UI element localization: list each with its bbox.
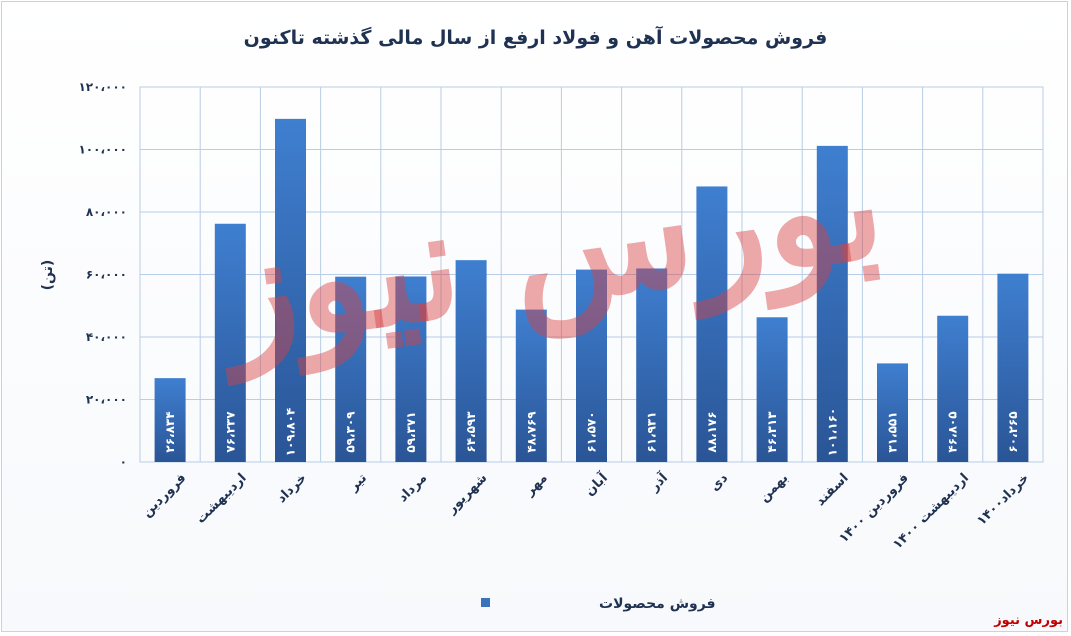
bar — [275, 118, 306, 463]
background-watermark-text: بورس نیوز — [203, 115, 894, 386]
source-watermark: بورس نیوز — [994, 613, 1063, 628]
data-label: ۴۸،۷۶۹ — [524, 411, 538, 453]
y-tick-label: ۸۰،۰۰۰ — [86, 205, 127, 219]
x-tick-label: تیر — [346, 471, 370, 495]
x-tick-label: دی — [707, 470, 731, 494]
bar — [214, 223, 246, 462]
y-axis-label: (تن) — [40, 260, 56, 291]
data-label: ۴۶،۳۱۳ — [765, 411, 779, 453]
x-axis-ticks: فروردین اردیبهشت خرداد تیر مرداد شهریور مهر آبا… — [140, 469, 1033, 553]
data-label: ۲۶،۸۳۴ — [163, 411, 177, 452]
data-label: ۸۸،۱۷۶ — [705, 411, 719, 452]
y-axis-ticks: ۰ ۲۰،۰۰۰ ۴۰،۰۰۰ ۶۰،۰۰۰ ۸۰،۰۰۰ ۱۰۰،۰۰۰ ۱۲۰،۰۰۰ — [78, 80, 127, 469]
bars — [154, 118, 1029, 463]
bar — [696, 186, 728, 462]
bar — [154, 378, 186, 462]
x-tick-label: آذر — [645, 469, 671, 495]
x-tick-label: اردیبهشت — [193, 471, 249, 527]
data-label: ۵۹،۳۷۱ — [404, 411, 418, 452]
data-label: ۱۰۱،۱۶۰ — [825, 408, 839, 457]
y-tick-label: ۴۰،۰۰۰ — [86, 330, 127, 344]
bar — [937, 315, 969, 462]
data-label: ۷۶،۲۳۷ — [223, 411, 237, 453]
bar — [455, 260, 487, 462]
y-axis-label-group: (تن) — [40, 260, 56, 291]
data-label: ۵۹،۳۰۹ — [344, 411, 358, 453]
x-tick-label: اسفند — [813, 471, 851, 509]
bar — [877, 363, 908, 462]
x-tick-label: خرداد — [274, 471, 310, 507]
data-labels: ۲۶،۸۳۴ ۷۶،۲۳۷ ۱۰۹،۸۰۴ ۵۹،۳۰۹ ۵۹،۳۷۱ ۶۴،۵۹۳ ۴۸،… — [163, 408, 1020, 457]
bar — [395, 276, 427, 462]
bar — [576, 269, 607, 462]
bar — [636, 268, 668, 462]
data-label: ۶۰،۲۶۵ — [1006, 411, 1020, 452]
x-tick-label: خرداد۱۴۰۰ — [974, 471, 1032, 529]
bar — [997, 273, 1029, 462]
y-tick-label: ۶۰،۰۰۰ — [86, 268, 127, 282]
background-watermark: بورس نیوز — [203, 115, 894, 386]
bar — [335, 276, 367, 462]
data-label: ۱۰۹،۸۰۴ — [284, 408, 298, 457]
x-tick-label: فروردین — [140, 471, 190, 521]
y-tick-label: ۰ — [120, 455, 127, 469]
data-label: ۳۱،۵۵۱ — [886, 411, 900, 452]
legend-label: فروش محصولات — [599, 596, 716, 612]
legend: فروش محصولات — [481, 596, 716, 612]
x-tick-label: مرداد — [396, 471, 431, 506]
data-label: ۶۱،۹۳۱ — [645, 411, 659, 452]
x-tick-label: مهر — [522, 471, 551, 500]
x-tick-label: شهریور — [444, 471, 491, 518]
bar — [756, 317, 788, 462]
bar — [816, 145, 848, 462]
legend-swatch — [481, 598, 490, 607]
x-tick-label: آبان — [581, 469, 611, 499]
y-tick-label: ۱۲۰،۰۰۰ — [78, 80, 127, 94]
y-tick-label: ۱۰۰،۰۰۰ — [78, 143, 127, 157]
bar — [515, 309, 547, 462]
data-label: ۴۶،۸۰۵ — [946, 411, 960, 452]
data-label: ۶۴،۵۹۳ — [464, 411, 478, 453]
x-tick-label: بهمن — [757, 471, 792, 506]
data-label: ۶۱،۵۷۰ — [585, 411, 599, 452]
y-tick-label: ۲۰،۰۰۰ — [86, 393, 127, 407]
chart-title: فروش محصولات آهن و فولاد ارفع از سال مال… — [243, 27, 828, 49]
